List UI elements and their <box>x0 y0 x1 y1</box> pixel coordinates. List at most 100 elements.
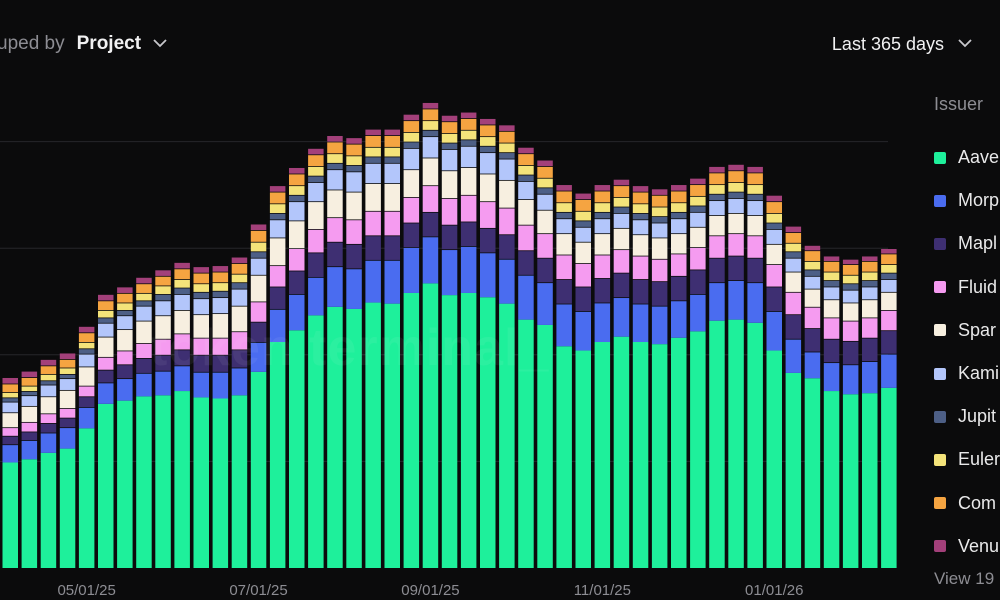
bar-segment-com[interactable] <box>804 251 821 261</box>
bar-segment-venu[interactable] <box>862 256 878 261</box>
bar-segment-venu[interactable] <box>269 186 286 192</box>
bar-segment-jupit[interactable] <box>613 207 630 214</box>
bar-segment-kami[interactable] <box>594 219 611 234</box>
bar-segment-kami[interactable] <box>346 172 362 192</box>
bar-segment-kami[interactable] <box>403 148 420 170</box>
bar-segment-spar[interactable] <box>556 234 572 255</box>
bar-segment-aave[interactable] <box>174 391 190 568</box>
bar-segment-morp[interactable] <box>289 294 305 331</box>
bar-segment-jupit[interactable] <box>155 294 171 301</box>
bar-segment-com[interactable] <box>384 136 401 147</box>
bar-segment-fluid[interactable] <box>747 236 763 258</box>
bar-segment-kami[interactable] <box>651 223 668 238</box>
bar-segment-fluid[interactable] <box>365 211 381 236</box>
bar-segment-fluid[interactable] <box>690 247 706 270</box>
bar-segment-aave[interactable] <box>346 308 362 568</box>
bar-segment-aave[interactable] <box>231 395 248 568</box>
bar-segment-spar[interactable] <box>728 213 744 234</box>
bar-segment-fluid[interactable] <box>2 428 19 436</box>
bar-segment-spar[interactable] <box>441 171 458 199</box>
bar-segment-fluid[interactable] <box>537 234 553 258</box>
bar-segment-euler[interactable] <box>422 121 439 130</box>
bar-segment-fluid[interactable] <box>766 264 783 287</box>
bar-segment-jupit[interactable] <box>98 318 114 323</box>
bar-segment-com[interactable] <box>518 154 534 166</box>
bar-segment-kami[interactable] <box>785 258 802 272</box>
bar-segment-venu[interactable] <box>575 193 592 200</box>
bar-segment-kami[interactable] <box>690 212 706 227</box>
bar-segment-spar[interactable] <box>384 183 401 211</box>
bar-segment-jupit[interactable] <box>556 212 572 219</box>
bar-segment-fluid[interactable] <box>881 310 897 331</box>
bar-segment-com[interactable] <box>881 254 897 265</box>
bar-segment-venu[interactable] <box>766 195 783 202</box>
bar-segment-jupit[interactable] <box>460 140 477 146</box>
bar-segment-euler[interactable] <box>59 368 76 374</box>
bar-segment-morp[interactable] <box>537 283 553 325</box>
bar-segment-kami[interactable] <box>766 229 783 244</box>
bar-segment-euler[interactable] <box>823 272 840 281</box>
bar-segment-venu[interactable] <box>193 267 210 273</box>
bar-segment-kami[interactable] <box>59 379 76 390</box>
bar-segment-venu[interactable] <box>231 257 248 264</box>
bar-segment-spar[interactable] <box>212 314 229 338</box>
bar-segment-mapl[interactable] <box>2 436 19 445</box>
bar-segment-venu[interactable] <box>728 164 744 171</box>
bar-segment-morp[interactable] <box>250 342 267 372</box>
bar-segment-mapl[interactable] <box>709 258 725 283</box>
bar-segment-com[interactable] <box>327 142 343 154</box>
bar-segment-com[interactable] <box>40 366 57 374</box>
bar-segment-jupit[interactable] <box>881 273 897 280</box>
bar-segment-venu[interactable] <box>804 245 821 251</box>
bar-segment-euler[interactable] <box>804 261 821 270</box>
bar-segment-jupit[interactable] <box>403 142 420 148</box>
bar-segment-mapl[interactable] <box>632 279 649 304</box>
bar-segment-kami[interactable] <box>422 137 439 158</box>
bar-segment-venu[interactable] <box>98 294 114 301</box>
bar-segment-spar[interactable] <box>155 316 171 339</box>
bar-segment-euler[interactable] <box>785 243 802 252</box>
bar-segment-venu[interactable] <box>155 270 171 276</box>
bar-segment-spar[interactable] <box>365 183 381 211</box>
bar-segment-aave[interactable] <box>747 322 763 568</box>
bar-segment-kami[interactable] <box>881 279 897 292</box>
bar-segment-com[interactable] <box>346 144 362 156</box>
bar-segment-kami[interactable] <box>78 354 95 367</box>
bar-segment-com[interactable] <box>365 136 381 147</box>
bar-segment-venu[interactable] <box>690 178 706 185</box>
bar-segment-com[interactable] <box>785 233 802 243</box>
bar-segment-spar[interactable] <box>480 174 496 202</box>
bar-segment-morp[interactable] <box>117 379 133 401</box>
bar-segment-fluid[interactable] <box>613 250 630 273</box>
bar-segment-morp[interactable] <box>441 250 458 296</box>
bar-segment-morp[interactable] <box>594 303 611 343</box>
bar-segment-jupit[interactable] <box>804 270 821 276</box>
bar-segment-com[interactable] <box>193 273 210 284</box>
chevron-down-icon[interactable] <box>958 35 972 51</box>
bar-segment-com[interactable] <box>575 199 592 211</box>
bar-segment-aave[interactable] <box>594 342 611 568</box>
bar-segment-morp[interactable] <box>881 354 897 388</box>
legend-item-jupit[interactable]: Jupit <box>934 395 1000 438</box>
bar-segment-morp[interactable] <box>403 247 420 293</box>
bar-segment-aave[interactable] <box>117 400 133 568</box>
bar-segment-aave[interactable] <box>40 452 57 568</box>
legend-item-euler[interactable]: Euler <box>934 438 1000 481</box>
bar-segment-fluid[interactable] <box>785 292 802 315</box>
bar-segment-mapl[interactable] <box>422 212 439 237</box>
bar-segment-com[interactable] <box>231 263 248 274</box>
bar-segment-mapl[interactable] <box>155 355 171 371</box>
bar-segment-kami[interactable] <box>40 385 57 397</box>
bar-segment-kami[interactable] <box>212 298 229 314</box>
bar-segment-aave[interactable] <box>499 303 515 568</box>
bar-segment-com[interactable] <box>155 276 171 286</box>
bar-segment-com[interactable] <box>499 131 515 143</box>
bar-segment-mapl[interactable] <box>78 397 95 408</box>
bar-segment-euler[interactable] <box>575 211 592 221</box>
bar-segment-aave[interactable] <box>365 302 381 568</box>
bar-segment-jupit[interactable] <box>709 194 725 201</box>
bar-segment-morp[interactable] <box>632 304 649 343</box>
bar-segment-morp[interactable] <box>59 428 76 449</box>
bar-segment-kami[interactable] <box>98 323 114 337</box>
bar-segment-euler[interactable] <box>2 392 19 398</box>
